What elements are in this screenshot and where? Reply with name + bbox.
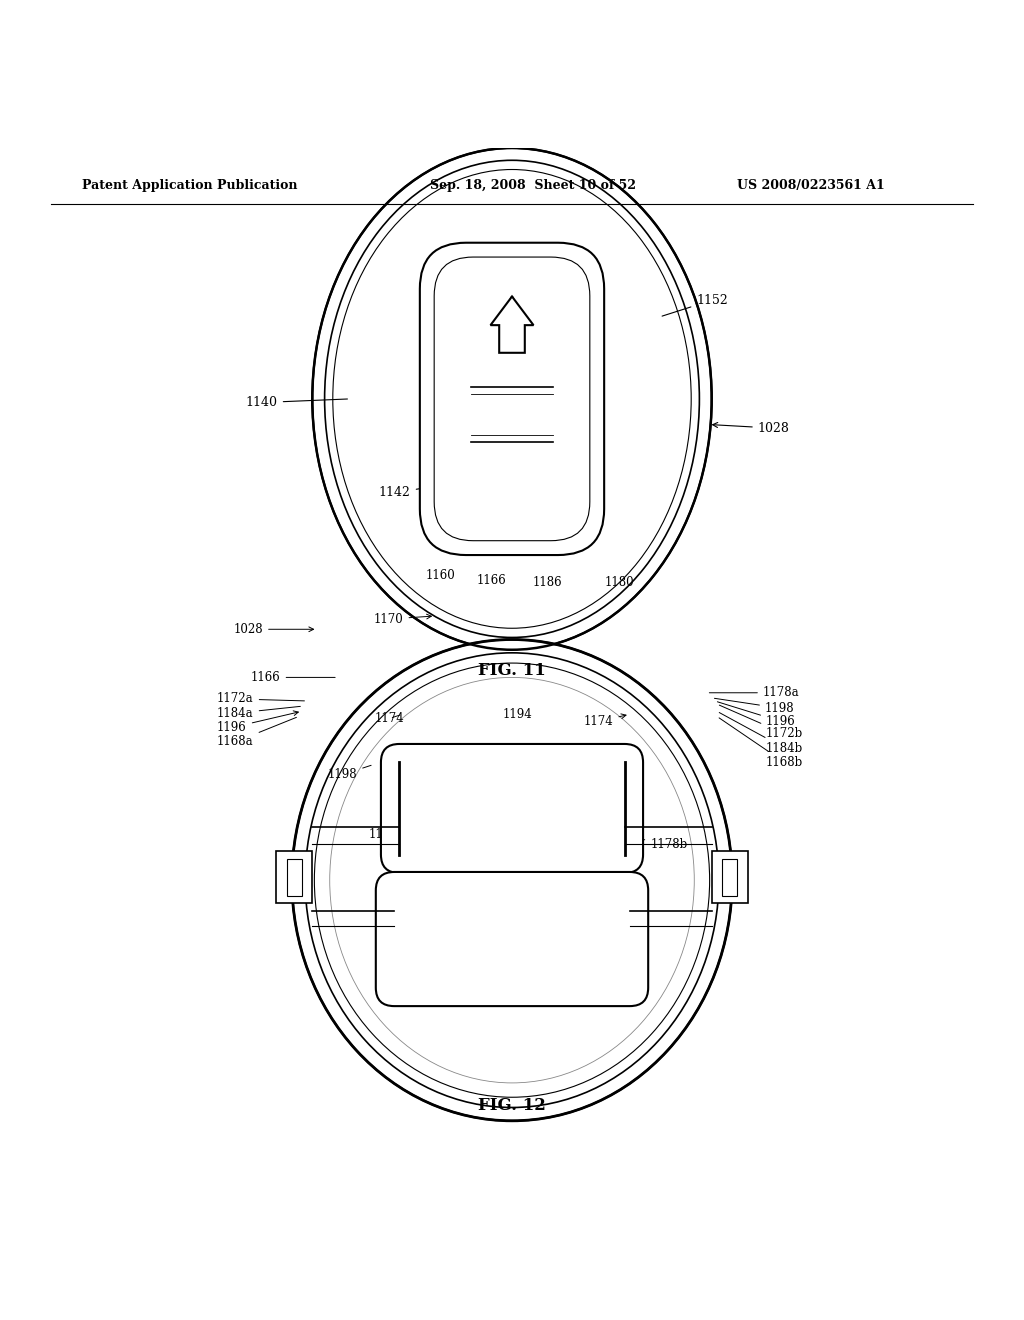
Text: 1186: 1186	[534, 577, 562, 589]
Text: 1160: 1160	[425, 569, 456, 582]
Text: 1196: 1196	[217, 711, 298, 734]
Text: 1166: 1166	[251, 671, 335, 684]
FancyBboxPatch shape	[376, 873, 648, 1006]
Text: Sep. 18, 2008  Sheet 10 of 52: Sep. 18, 2008 Sheet 10 of 52	[430, 180, 636, 193]
Text: 1196: 1196	[718, 702, 796, 727]
Text: 1142: 1142	[379, 477, 499, 499]
FancyArrow shape	[490, 297, 534, 352]
Text: 1028: 1028	[713, 421, 790, 434]
Text: 1186: 1186	[451, 857, 486, 871]
Text: 1172a: 1172a	[217, 693, 304, 705]
Text: 1194: 1194	[497, 784, 527, 797]
Text: 1140: 1140	[246, 396, 347, 409]
Text: FIG. 11: FIG. 11	[478, 661, 546, 678]
FancyBboxPatch shape	[381, 744, 643, 873]
Text: 1184a: 1184a	[217, 706, 300, 719]
Text: 1028: 1028	[233, 623, 313, 636]
Text: Patent Application Publication: Patent Application Publication	[82, 180, 297, 193]
Text: 1174: 1174	[375, 711, 404, 725]
Bar	[287, 858, 302, 895]
Text: 1152: 1152	[663, 293, 728, 315]
Text: 1194: 1194	[502, 709, 532, 721]
Text: 1184b: 1184b	[719, 713, 803, 755]
Text: 1174: 1174	[584, 714, 626, 727]
Text: 1178a: 1178a	[710, 686, 800, 700]
Bar	[722, 858, 737, 895]
FancyBboxPatch shape	[420, 243, 604, 554]
Text: FIG. 12: FIG. 12	[478, 1097, 546, 1114]
Bar	[712, 851, 748, 903]
FancyBboxPatch shape	[434, 257, 590, 541]
Text: 1168a: 1168a	[217, 717, 296, 748]
Text: 1198: 1198	[328, 766, 371, 781]
Text: 1178b: 1178b	[617, 834, 687, 851]
Text: 1166: 1166	[408, 841, 440, 855]
Text: US 2008/0223561 A1: US 2008/0223561 A1	[737, 180, 885, 193]
Text: 1170: 1170	[374, 612, 431, 626]
Bar	[276, 851, 312, 903]
Text: 1166: 1166	[476, 574, 507, 587]
Text: 1172b: 1172b	[719, 705, 803, 741]
Text: 1198: 1198	[715, 698, 795, 714]
Ellipse shape	[312, 148, 712, 649]
Text: 1180: 1180	[577, 855, 639, 871]
Text: 1160: 1160	[369, 826, 422, 841]
Text: 1180: 1180	[605, 577, 634, 589]
Text: 1168b: 1168b	[719, 718, 803, 768]
Ellipse shape	[292, 639, 732, 1121]
